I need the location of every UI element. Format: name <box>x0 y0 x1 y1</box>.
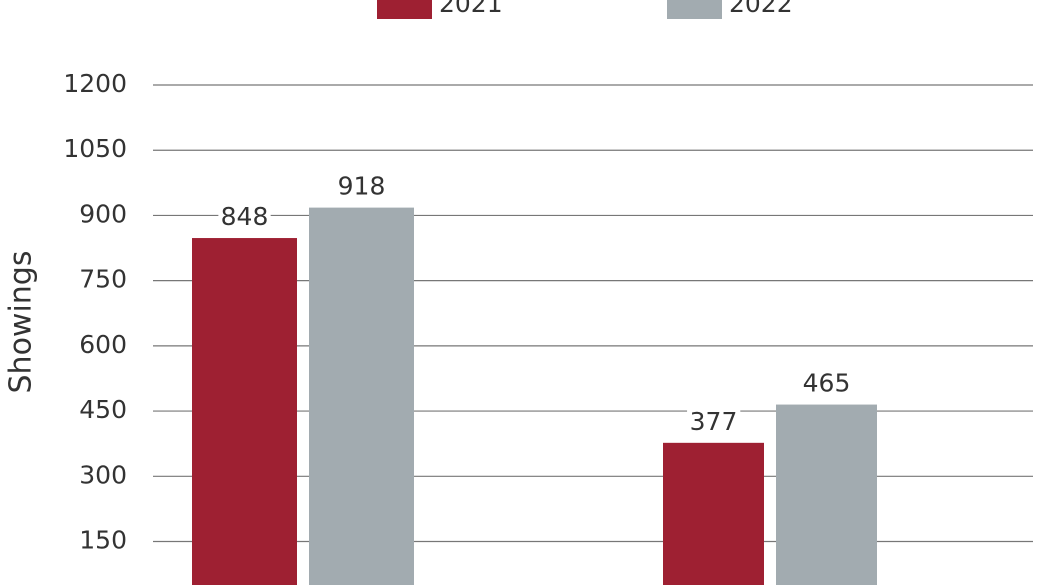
bar <box>192 238 297 585</box>
y-axis-title: Showings <box>4 251 39 394</box>
y-tick-label: 900 <box>79 199 127 228</box>
legend-label: 2022 <box>729 0 793 18</box>
legend-swatch <box>377 0 432 19</box>
y-tick-label: 150 <box>79 526 127 555</box>
y-tick-label: 450 <box>79 395 127 424</box>
y-tick-label: 1200 <box>63 69 127 98</box>
bar <box>663 442 764 585</box>
legend-label: 2021 <box>439 0 503 18</box>
y-tick-label: 300 <box>79 460 127 489</box>
value-label: 465 <box>803 369 851 398</box>
bar <box>309 207 414 585</box>
legend-swatch <box>667 0 722 19</box>
y-tick-label: 1050 <box>63 134 127 163</box>
value-label: 377 <box>690 407 738 436</box>
value-label: 918 <box>338 172 386 201</box>
bar <box>776 404 877 585</box>
value-label: 848 <box>221 202 269 231</box>
y-tick-label: 750 <box>79 265 127 294</box>
y-tick-label: 600 <box>79 330 127 359</box>
